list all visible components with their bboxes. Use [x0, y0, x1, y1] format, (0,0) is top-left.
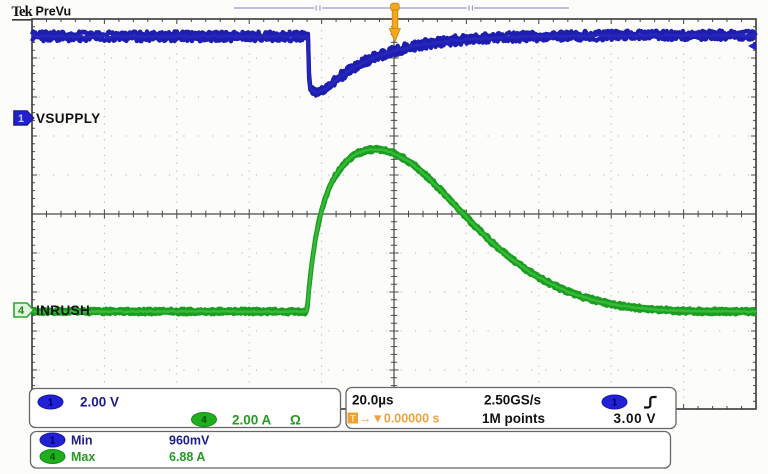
svg-text:2.00 V: 2.00 V — [80, 395, 119, 410]
svg-text:→▼0.00000 s: →▼0.00000 s — [359, 412, 440, 426]
svg-text:Tek: Tek — [12, 4, 34, 20]
svg-text:2.50GS/s: 2.50GS/s — [484, 393, 541, 408]
svg-text:1: 1 — [50, 436, 56, 447]
svg-text:1: 1 — [612, 398, 618, 409]
svg-text:4: 4 — [18, 305, 25, 317]
svg-text:4: 4 — [50, 452, 56, 463]
svg-text:3.00 V: 3.00 V — [614, 411, 657, 426]
svg-text:Min: Min — [71, 434, 93, 448]
svg-text:Ω: Ω — [290, 413, 301, 428]
svg-text:1M points: 1M points — [482, 411, 545, 426]
svg-text:20.0µs: 20.0µs — [352, 393, 394, 408]
svg-text:4: 4 — [201, 415, 207, 426]
svg-text:2.00 A: 2.00 A — [232, 413, 272, 428]
svg-text:PreVu: PreVu — [36, 5, 72, 19]
svg-text:Max: Max — [71, 450, 95, 464]
svg-text:T: T — [350, 414, 356, 424]
svg-text:VSUPPLY: VSUPPLY — [36, 111, 101, 126]
svg-text:1: 1 — [18, 113, 24, 125]
svg-text:1: 1 — [48, 398, 54, 409]
svg-text:6.88 A: 6.88 A — [169, 450, 205, 464]
svg-text:INRUSH: INRUSH — [36, 303, 90, 318]
svg-text:960mV: 960mV — [169, 434, 210, 448]
